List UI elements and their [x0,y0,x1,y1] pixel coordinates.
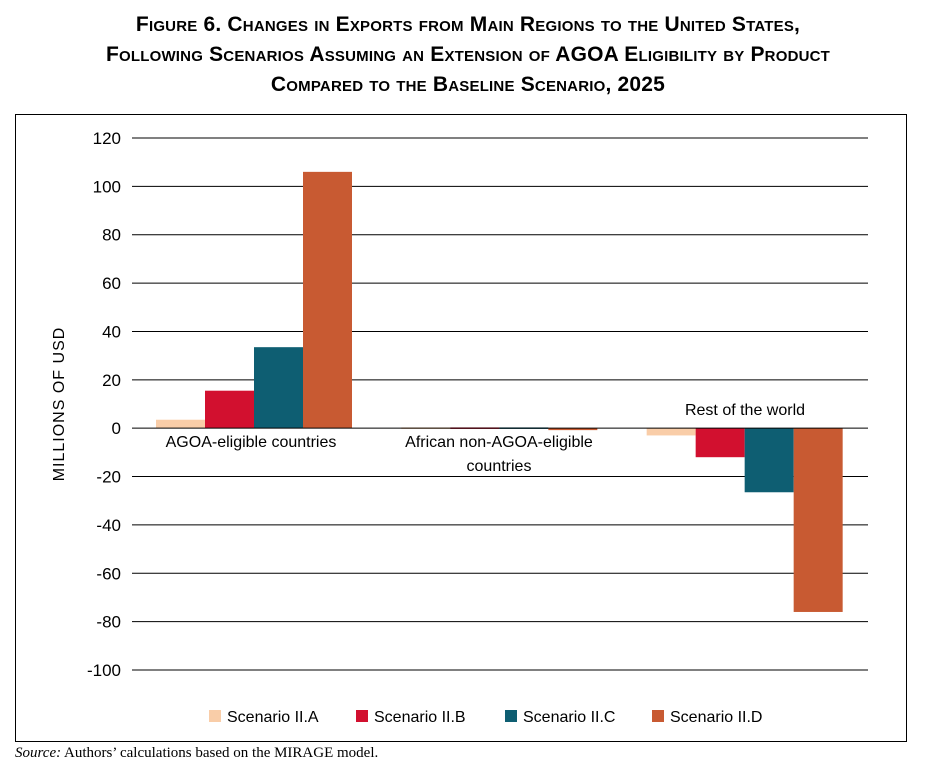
category-label: African non-AGOA-eligible [405,434,593,451]
bar-3-1 [254,347,303,429]
source-label: Source: [15,745,62,761]
category-label: AGOA-eligible countries [166,434,337,451]
bar-3-3 [744,428,794,493]
y-tick-label: 60 [102,274,121,293]
y-tick-label: -60 [96,564,121,583]
legend-label: Scenario II.C [523,709,615,726]
chart-title: Figure 6. Changes in Exports from Main R… [0,10,936,100]
y-tick-label: -100 [87,661,121,680]
y-tick-label: 120 [93,129,121,148]
y-tick-label: 20 [102,371,121,390]
source-text: Authors’ calculations based on the MIRAG… [61,745,379,761]
title-line-3: Compared to the Baseline Scenario, 2025 [270,73,666,96]
category-label: Rest of the world [685,402,805,419]
title-line-1: Figure 6. Changes in Exports from Main R… [135,13,801,36]
legend-label: Scenario II.D [670,709,762,726]
y-tick-label: 100 [93,177,121,196]
bar-1-1 [156,419,205,429]
title-line-2: Following Scenarios Assuming an Extensio… [105,43,831,66]
bar-2-3 [695,428,745,458]
y-tick-label: -80 [96,613,121,632]
bar-2-1 [205,390,254,429]
legend-swatch-3 [505,710,517,722]
legend-swatch-4 [652,710,664,722]
bar-4-1 [303,171,352,429]
legend-label: Scenario II.A [227,709,319,726]
y-tick-label: 40 [102,322,121,341]
y-tick-label: -20 [96,468,121,487]
y-tick-label: 80 [102,226,121,245]
legend-label: Scenario II.B [374,709,466,726]
bar-4-3 [793,428,843,612]
y-tick-label: 0 [112,419,121,438]
bar-4-2 [548,428,598,431]
category-label: countries [467,458,532,475]
y-axis-label: MILLIONS OF USD [51,327,68,482]
bar-1-3 [646,428,696,436]
legend-swatch-1 [209,710,221,722]
y-tick-label: -40 [96,516,121,535]
chart-frame [15,114,907,742]
legend-swatch-2 [356,710,368,722]
source-note: Source: Authors’ calculations based on t… [15,745,378,762]
